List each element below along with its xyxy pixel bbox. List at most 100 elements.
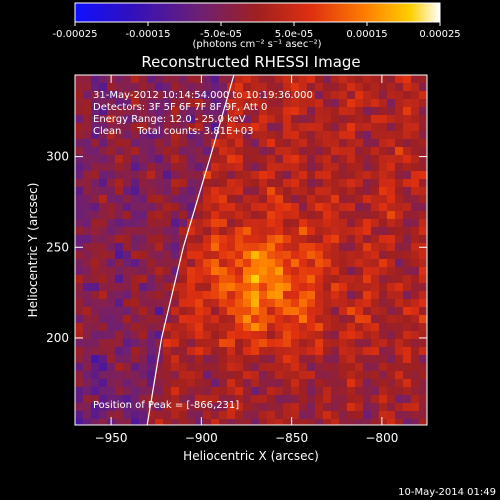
heatmap-cell (419, 83, 427, 92)
heatmap-cell (243, 83, 252, 92)
heatmap-cell (299, 267, 308, 276)
heatmap-cell (371, 243, 380, 252)
heatmap-cell (115, 323, 124, 332)
heatmap-cell (163, 99, 172, 108)
heatmap-cell (75, 91, 84, 100)
heatmap-cell (83, 75, 92, 84)
heatmap-cell (75, 163, 84, 172)
heatmap-cell (251, 347, 260, 356)
heatmap-cell (323, 203, 332, 212)
heatmap-cell (283, 395, 292, 404)
heatmap-cell (195, 275, 204, 284)
heatmap-cell (363, 291, 372, 300)
heatmap-cell (171, 267, 180, 276)
heatmap-cell (419, 315, 427, 324)
heatmap-cell (187, 187, 196, 196)
heatmap-cell (243, 299, 252, 308)
heatmap-cell (115, 315, 124, 324)
heatmap-cell (195, 299, 204, 308)
heatmap-cell (371, 315, 380, 324)
heatmap-cell (171, 395, 180, 404)
heatmap-cell (307, 363, 316, 372)
heatmap-cell (83, 331, 92, 340)
heatmap-cell (139, 315, 148, 324)
heatmap-cell (307, 131, 316, 140)
heatmap-cell (347, 283, 356, 292)
heatmap-cell (163, 403, 172, 412)
heatmap-cell (347, 243, 356, 252)
heatmap-cell (371, 251, 380, 260)
heatmap-cell (243, 115, 252, 124)
heatmap-cell (411, 355, 420, 364)
heatmap-cell (139, 411, 148, 420)
heatmap-cell (379, 299, 388, 308)
heatmap-cell (347, 299, 356, 308)
heatmap-cell (299, 379, 308, 388)
heatmap-cell (99, 291, 108, 300)
heatmap-cell (211, 115, 220, 124)
heatmap-cell (331, 267, 340, 276)
heatmap-cell (171, 179, 180, 188)
heatmap-cell (163, 211, 172, 220)
heatmap-cell (227, 371, 236, 380)
heatmap-cell (307, 411, 316, 420)
heatmap-cell (403, 379, 412, 388)
heatmap-cell (355, 283, 364, 292)
heatmap-cell (371, 299, 380, 308)
heatmap-cell (91, 419, 100, 425)
heatmap-cell (99, 243, 108, 252)
heatmap-cell (131, 155, 140, 164)
heatmap-cell (123, 315, 132, 324)
heatmap-cell (395, 187, 404, 196)
heatmap-cell (267, 259, 276, 268)
heatmap-cell (387, 115, 396, 124)
heatmap-cell (411, 75, 420, 84)
heatmap-cell (99, 91, 108, 100)
heatmap-cell (179, 267, 188, 276)
heatmap-cell (283, 331, 292, 340)
heatmap-cell (403, 115, 412, 124)
heatmap-cell (403, 299, 412, 308)
heatmap-cell (123, 283, 132, 292)
heatmap-cell (347, 211, 356, 220)
heatmap-cell (395, 259, 404, 268)
heatmap-cell (379, 83, 388, 92)
heatmap-cell (91, 139, 100, 148)
heatmap-cell (323, 235, 332, 244)
heatmap-cell (195, 347, 204, 356)
heatmap-cell (83, 299, 92, 308)
heatmap-cell (83, 259, 92, 268)
heatmap-cell (131, 115, 140, 124)
heatmap-cell (75, 123, 84, 132)
heatmap-cell (387, 155, 396, 164)
heatmap-cell (259, 155, 268, 164)
heatmap-cell (83, 115, 92, 124)
heatmap-cell (75, 411, 84, 420)
heatmap-cell (307, 91, 316, 100)
heatmap-cell (171, 411, 180, 420)
heatmap-cell (99, 403, 108, 412)
heatmap-cell (379, 411, 388, 420)
heatmap-cell (83, 339, 92, 348)
heatmap-cell (267, 387, 276, 396)
heatmap-cell (83, 163, 92, 172)
heatmap-cell (123, 299, 132, 308)
heatmap-cell (171, 155, 180, 164)
heatmap-cell (99, 379, 108, 388)
heatmap-cell (139, 283, 148, 292)
heatmap-cell (315, 299, 324, 308)
heatmap-cell (195, 307, 204, 316)
heatmap-cell (331, 163, 340, 172)
heatmap-cell (147, 339, 156, 348)
heatmap-cell (267, 267, 276, 276)
heatmap-cell (155, 291, 164, 300)
heatmap-cell (187, 211, 196, 220)
heatmap-cell (275, 371, 284, 380)
heatmap-cell (267, 363, 276, 372)
heatmap-cell (179, 363, 188, 372)
heatmap-cell (323, 259, 332, 268)
heatmap-cell (419, 323, 427, 332)
heatmap-cell (379, 163, 388, 172)
heatmap-cell (411, 395, 420, 404)
heatmap-cell (363, 179, 372, 188)
